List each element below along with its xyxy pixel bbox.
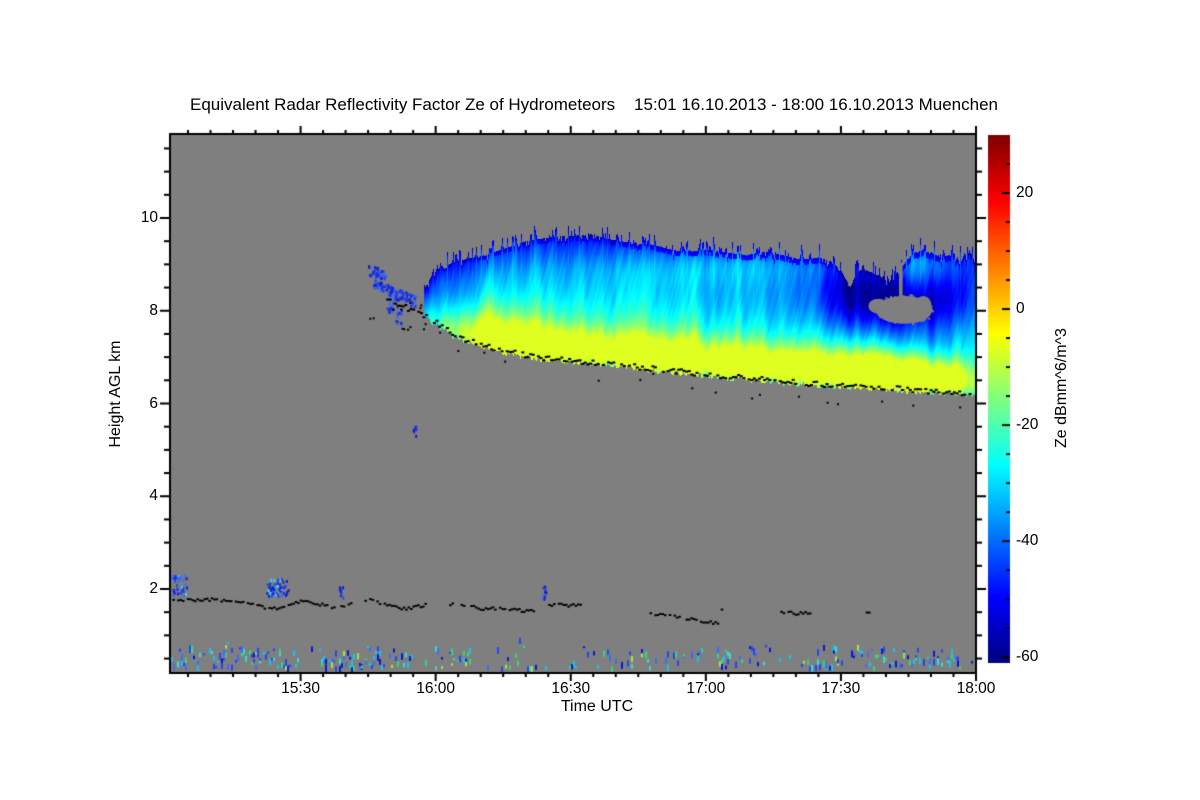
y-tick-label: 8 xyxy=(149,301,158,319)
colorbar-tick-label: -20 xyxy=(1016,416,1039,434)
x-tick-label: 16:30 xyxy=(551,680,591,697)
x-tick-label: 18:00 xyxy=(956,680,996,697)
colorbar-tick-label: -40 xyxy=(1016,532,1039,550)
y-tick-label: 4 xyxy=(149,487,158,505)
y-tick-label: 6 xyxy=(149,394,158,412)
colorbar-title: Ze dBmm^6/m^3 xyxy=(1053,328,1070,448)
colorbar-tick-label: -60 xyxy=(1016,648,1039,666)
x-tick-label: 15:30 xyxy=(281,680,320,697)
x-tick-label: 16:00 xyxy=(416,680,456,697)
colorbar-tick-label: 0 xyxy=(1016,300,1025,318)
x-tick-label: 17:00 xyxy=(686,680,726,697)
y-tick-label: 10 xyxy=(140,209,158,226)
x-axis-title: Time UTC xyxy=(560,698,634,715)
colorbar-tick-label: 20 xyxy=(1016,184,1034,202)
y-tick-label: 2 xyxy=(149,580,158,597)
x-tick-label: 17:30 xyxy=(821,680,861,697)
chart-title: Equivalent Radar Reflectivity Factor Ze … xyxy=(190,95,998,114)
